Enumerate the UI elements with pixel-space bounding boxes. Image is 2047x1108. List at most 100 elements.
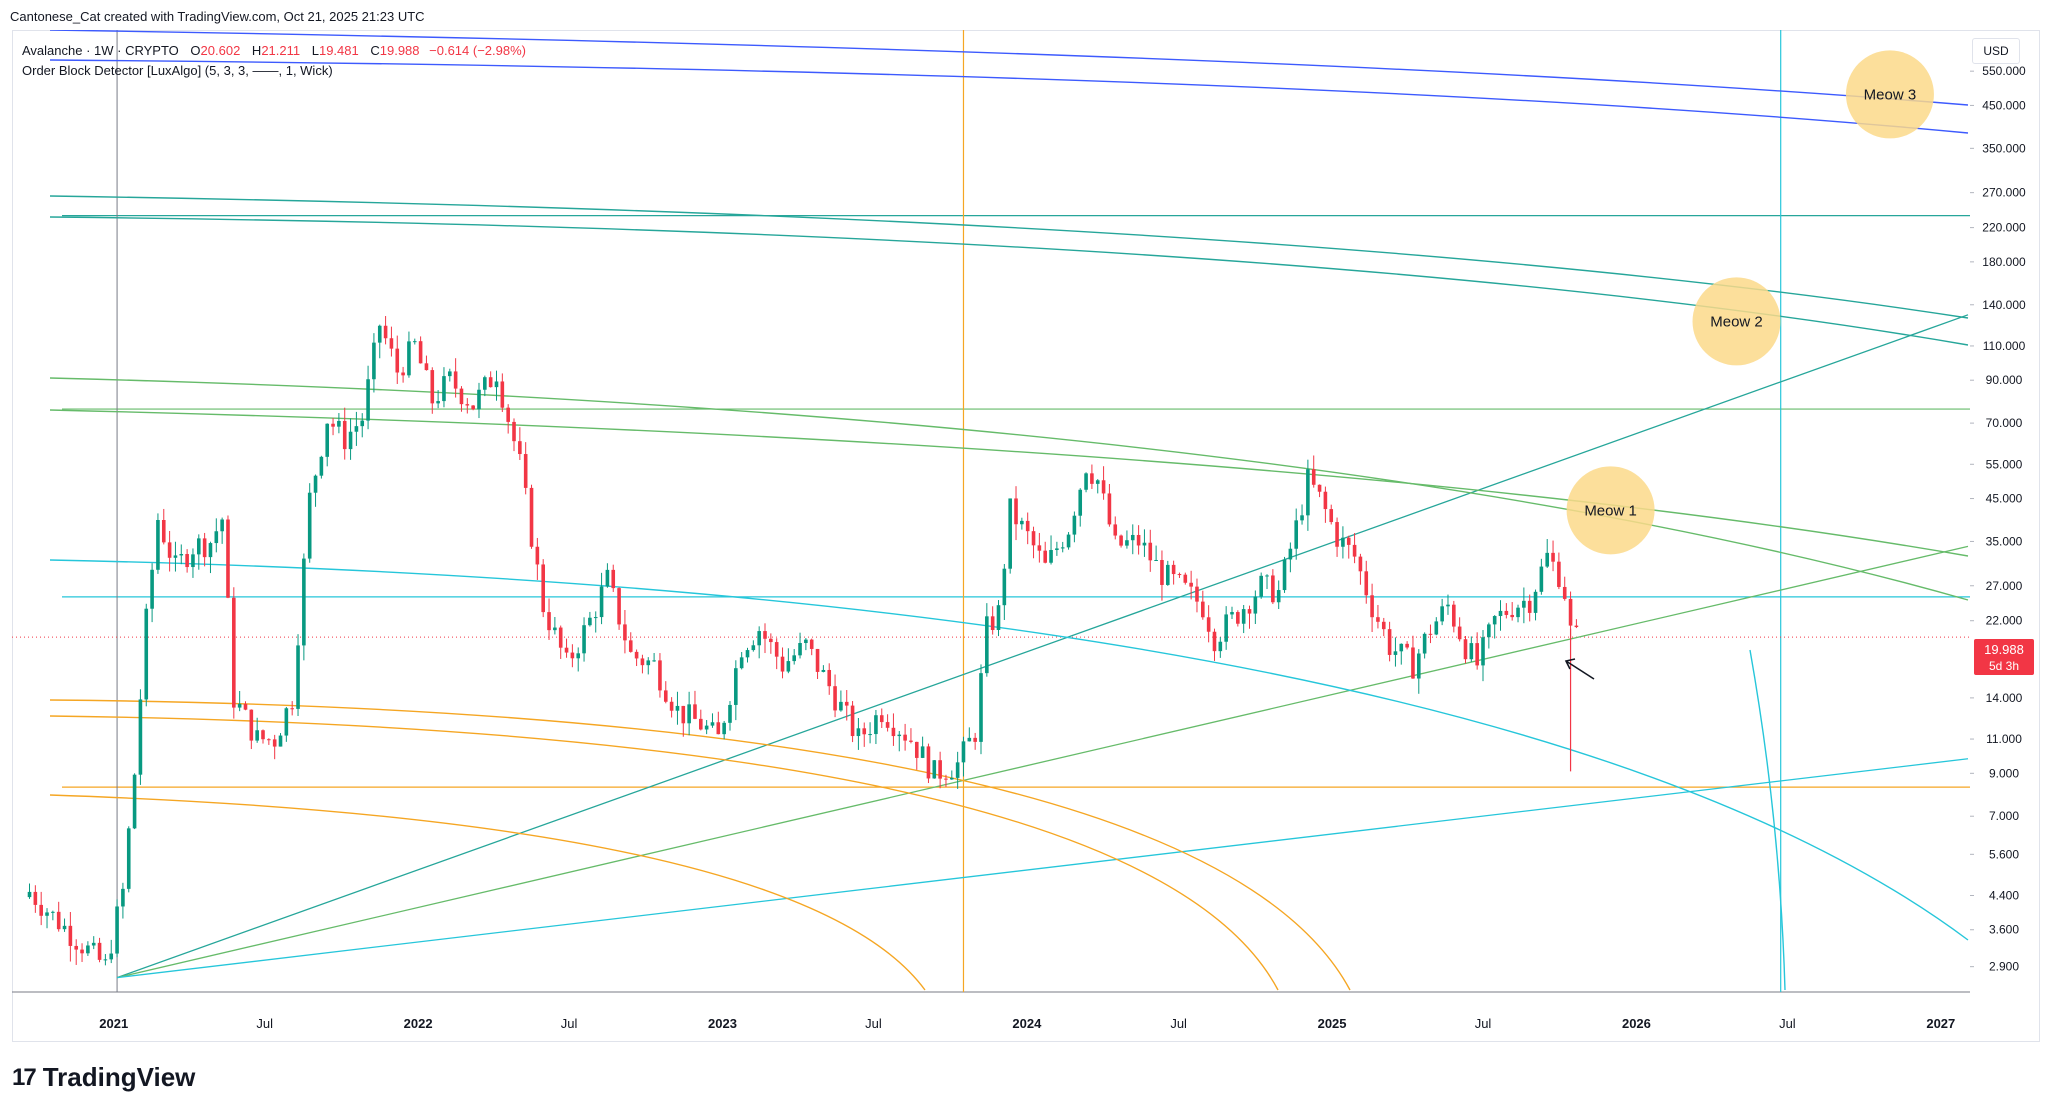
candle-body [1510, 614, 1514, 618]
symbol-name: Avalanche · 1W · CRYPTO [22, 43, 179, 58]
y-tick-label: 350.000 [1982, 141, 2026, 155]
candle-body [1387, 629, 1392, 655]
candle-body [1084, 473, 1088, 490]
candle-body [156, 520, 160, 570]
y-tick-label: 9.000 [1989, 766, 2019, 780]
candle-body [1358, 556, 1363, 572]
candle-body [1113, 524, 1118, 536]
candle-body [354, 426, 359, 432]
candle-body [979, 673, 983, 742]
candle-body [173, 555, 178, 558]
annotations-layer: Meow 1 Meow 2 Meow 3 [1566, 50, 1934, 555]
candle-body [658, 660, 662, 691]
candle-body [728, 704, 732, 723]
candle-body [1376, 617, 1380, 622]
candle-body [307, 492, 312, 559]
y-tick-label: 5.600 [1989, 847, 2019, 861]
candle-body [1294, 520, 1299, 549]
candle-body [1370, 595, 1374, 618]
close-label: C [370, 43, 380, 58]
candle-body [272, 739, 277, 747]
candle-body [302, 558, 306, 646]
candle-body [628, 640, 633, 652]
annotation-label: Meow 3 [1864, 86, 1917, 103]
drawing-overlays [12, 30, 1970, 992]
candle-body [191, 554, 195, 568]
candle-body [500, 381, 505, 408]
candle-body [1551, 552, 1555, 562]
candle-body [710, 722, 715, 726]
candle-body [1136, 534, 1141, 546]
candle-body [1218, 641, 1223, 652]
high-value: 21.211 [261, 43, 301, 58]
candle-body [669, 701, 674, 711]
x-tick-label: Jul [865, 1016, 882, 1031]
candle-body [220, 519, 224, 532]
candle-body [891, 727, 896, 737]
candle-body [792, 655, 796, 662]
candle-body [465, 404, 470, 406]
candle-body [1002, 568, 1007, 606]
candle-body [377, 325, 382, 343]
candle-body [1399, 643, 1404, 652]
arc-curve [49, 377, 1969, 601]
candle-body [611, 569, 616, 589]
candle-body [529, 487, 534, 547]
y-tick-label: 11.000 [1986, 732, 2022, 746]
candle-body [1165, 564, 1170, 585]
candle-body [547, 612, 551, 631]
brand-name: TradingView [42, 1062, 196, 1092]
candle-body [1020, 520, 1024, 525]
candle-body [389, 338, 394, 349]
candle-body [1060, 547, 1065, 549]
candle-body [33, 891, 38, 905]
candle-body [1253, 596, 1258, 614]
candle-body [1311, 469, 1316, 485]
close-value: 19.988 [379, 43, 420, 58]
candle-body [179, 554, 184, 556]
candle-body [86, 945, 90, 954]
candle-body [1452, 604, 1456, 627]
candle-body [1043, 550, 1048, 563]
candle-body [1446, 604, 1450, 607]
candle-body [506, 407, 510, 422]
candle-body [512, 421, 516, 442]
x-axis[interactable]: 2021 Jul 2022 Jul 2023 Jul 2024 Jul 2025 Jul 2026 J… [99, 1016, 1955, 1031]
candle-body [734, 668, 738, 705]
indicator-line[interactable]: Order Block Detector [LuxAlgo] (5, 3, 3,… [22, 63, 333, 78]
x-tick-label: 2026 [1622, 1016, 1651, 1031]
candle-body [967, 737, 972, 742]
low-label: L [311, 43, 319, 58]
x-tick-label: 2025 [1318, 1016, 1347, 1031]
currency-button[interactable]: USD [1972, 38, 2020, 64]
candle-body [261, 730, 265, 740]
candle-body [109, 953, 114, 960]
candle-body [1504, 610, 1509, 615]
candle-body [51, 911, 55, 913]
candle-body [296, 645, 300, 709]
candle-body [62, 925, 67, 930]
x-tick-label: 2021 [99, 1016, 128, 1031]
candle-body [1183, 574, 1188, 583]
candle-body [267, 739, 271, 741]
candle-body [214, 531, 219, 544]
candle-body [599, 586, 604, 618]
candle-body [582, 625, 586, 654]
y-axis[interactable]: 550.000 450.000 350.000 270.000 220.000 180.0… [1970, 64, 2026, 974]
candle-body [879, 715, 884, 723]
candle-body [477, 389, 481, 410]
candle-body [932, 760, 937, 779]
arc-curve [49, 699, 1351, 991]
y-tick-label: 3.600 [1989, 923, 2019, 937]
candle-body [1323, 491, 1328, 510]
candle-body [97, 942, 102, 960]
candle-body [284, 708, 289, 736]
arc-curve [49, 794, 926, 991]
candle-body [424, 363, 429, 371]
candle-body [1522, 600, 1526, 608]
candle-body [570, 652, 575, 659]
candle-body [1224, 614, 1228, 642]
candle-body [243, 703, 248, 710]
candle-body [623, 624, 627, 641]
